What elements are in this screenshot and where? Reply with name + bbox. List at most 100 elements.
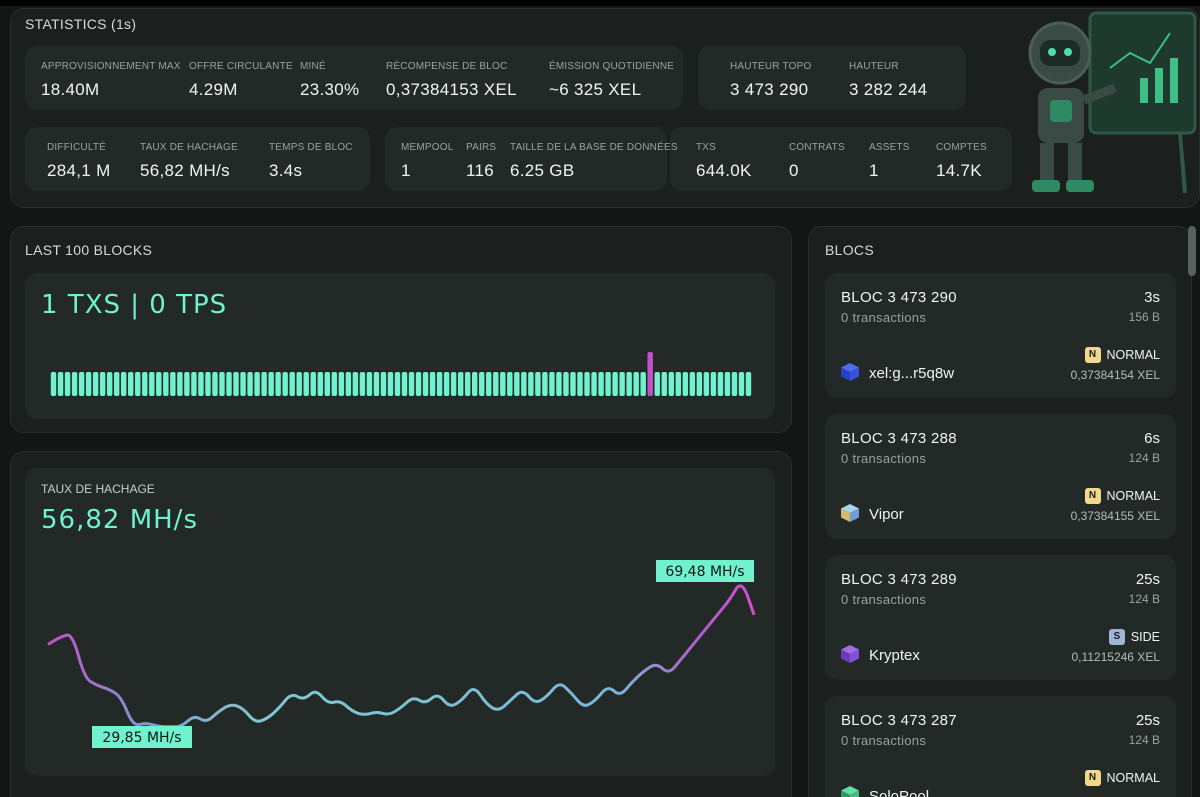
block-bar[interactable] xyxy=(338,372,345,396)
block-bar[interactable] xyxy=(408,372,415,396)
block-bar[interactable] xyxy=(450,372,457,396)
block-bar[interactable] xyxy=(317,372,323,396)
block-bar[interactable] xyxy=(717,372,724,396)
block-bar[interactable] xyxy=(310,372,316,396)
block-bar[interactable] xyxy=(570,372,576,396)
block-bar[interactable] xyxy=(149,372,155,396)
block-bar[interactable] xyxy=(71,372,78,396)
block-bar[interactable] xyxy=(724,372,731,396)
block-bar[interactable] xyxy=(436,372,443,396)
block-bar[interactable] xyxy=(296,372,302,396)
block-bar[interactable] xyxy=(703,372,710,396)
block-bar[interactable] xyxy=(233,372,239,396)
block-bar[interactable] xyxy=(563,372,569,396)
block-bar[interactable] xyxy=(170,372,176,396)
block-bar[interactable] xyxy=(324,372,330,396)
block-bar[interactable] xyxy=(521,372,527,396)
block-bar[interactable] xyxy=(380,372,387,396)
block-bar[interactable] xyxy=(128,372,134,396)
block-bar[interactable] xyxy=(345,372,352,396)
blocks-scrollbar[interactable] xyxy=(1188,226,1196,276)
block-bar[interactable] xyxy=(598,372,604,396)
block-bar[interactable] xyxy=(64,372,71,396)
block-bar[interactable] xyxy=(282,372,288,396)
block-bar[interactable] xyxy=(584,372,590,396)
block-bar[interactable] xyxy=(331,372,338,396)
block-bar[interactable] xyxy=(738,372,745,396)
block-bar[interactable] xyxy=(366,372,373,396)
block-bar[interactable] xyxy=(668,372,674,396)
block-bar[interactable] xyxy=(612,372,618,396)
block-bar[interactable] xyxy=(549,372,555,396)
block-bar[interactable] xyxy=(626,372,632,396)
block-bar[interactable] xyxy=(359,372,366,396)
block-miner[interactable]: Vipor xyxy=(869,506,904,523)
block-bar[interactable] xyxy=(661,372,667,396)
block-bar[interactable] xyxy=(457,372,464,396)
block-bar[interactable] xyxy=(303,372,309,396)
block-miner[interactable]: SoloPool xyxy=(869,788,930,797)
block-bar[interactable] xyxy=(268,372,274,396)
block-bar[interactable] xyxy=(247,372,253,396)
block-card[interactable]: BLOC 3 473 288 0 transactions 6s 124 B V… xyxy=(825,414,1176,539)
block-bar[interactable] xyxy=(633,372,639,396)
block-bar[interactable] xyxy=(696,372,703,396)
block-bar[interactable] xyxy=(731,372,738,396)
block-card[interactable]: BLOC 3 473 290 0 transactions 3s 156 B x… xyxy=(825,273,1176,398)
block-bar[interactable] xyxy=(500,372,506,396)
block-bar[interactable] xyxy=(163,372,169,396)
block-bar[interactable] xyxy=(142,372,148,396)
block-bar[interactable] xyxy=(184,372,190,396)
block-bar[interactable] xyxy=(745,372,752,396)
block-bar[interactable] xyxy=(401,372,408,396)
block-bar[interactable] xyxy=(261,372,267,396)
block-bar[interactable] xyxy=(472,372,478,396)
block-bar[interactable] xyxy=(514,372,520,396)
block-bar[interactable] xyxy=(654,372,660,396)
block-bar[interactable] xyxy=(647,352,653,396)
block-bar[interactable] xyxy=(422,372,429,396)
block-bar[interactable] xyxy=(429,372,436,396)
block-bar[interactable] xyxy=(135,372,141,396)
block-bar[interactable] xyxy=(443,372,450,396)
block-bar[interactable] xyxy=(106,372,113,396)
block-bar[interactable] xyxy=(577,372,583,396)
block-bar[interactable] xyxy=(240,372,246,396)
block-bar[interactable] xyxy=(528,372,534,396)
block-card[interactable]: BLOC 3 473 289 0 transactions 25s 124 B … xyxy=(825,555,1176,680)
block-bar[interactable] xyxy=(289,372,295,396)
block-bar[interactable] xyxy=(226,372,232,396)
block-bar[interactable] xyxy=(113,372,120,396)
block-miner[interactable]: xel:g...r5q8w xyxy=(869,365,955,382)
block-bar[interactable] xyxy=(387,372,394,396)
block-bar[interactable] xyxy=(219,372,225,396)
block-bar[interactable] xyxy=(464,372,471,396)
block-bar[interactable] xyxy=(275,372,281,396)
block-bar[interactable] xyxy=(85,372,92,396)
block-bar[interactable] xyxy=(352,372,359,396)
block-bar[interactable] xyxy=(689,372,696,396)
block-bar[interactable] xyxy=(191,372,197,396)
block-card[interactable]: BLOC 3 473 287 0 transactions 25s 124 B … xyxy=(825,696,1176,797)
block-bar[interactable] xyxy=(619,372,625,396)
block-bar[interactable] xyxy=(535,372,541,396)
block-bar[interactable] xyxy=(556,372,562,396)
block-bar[interactable] xyxy=(254,372,260,396)
block-bar[interactable] xyxy=(373,372,380,396)
block-bar[interactable] xyxy=(710,372,717,396)
block-bar[interactable] xyxy=(50,372,57,396)
block-bar[interactable] xyxy=(493,372,499,396)
block-bar[interactable] xyxy=(675,372,681,396)
block-bar[interactable] xyxy=(198,372,204,396)
block-bar[interactable] xyxy=(78,372,85,396)
block-bar[interactable] xyxy=(92,372,99,396)
block-bar[interactable] xyxy=(205,372,211,396)
block-bar[interactable] xyxy=(640,372,646,396)
block-bar[interactable] xyxy=(605,372,611,396)
block-bar[interactable] xyxy=(486,372,492,396)
block-bar[interactable] xyxy=(415,372,422,396)
block-bar[interactable] xyxy=(591,372,597,396)
block-miner[interactable]: Kryptex xyxy=(869,647,920,664)
block-bar[interactable] xyxy=(212,372,218,396)
block-bar[interactable] xyxy=(394,372,401,396)
